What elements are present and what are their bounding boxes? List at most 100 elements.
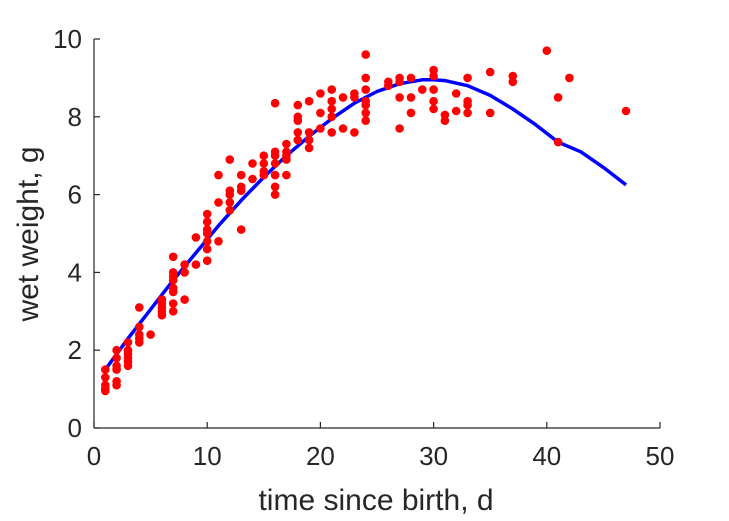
data-point: [259, 170, 269, 180]
data-point: [202, 209, 212, 219]
data-point: [270, 182, 280, 192]
x-tick-label: 0: [87, 441, 101, 471]
data-point: [338, 124, 348, 133]
data-point: [327, 112, 337, 122]
data-point: [112, 380, 121, 390]
axes: 0 10 20 30 40 50 0 2 4 6 8 10: [53, 24, 674, 471]
data-point: [429, 65, 438, 75]
data-point: [101, 365, 110, 374]
data-point: [248, 174, 257, 184]
y-tick-label: 8: [68, 102, 82, 132]
data-point: [248, 159, 257, 168]
data-point: [565, 73, 574, 83]
data-point: [451, 89, 461, 98]
data-point: [191, 233, 201, 242]
data-point: [101, 386, 110, 396]
data-point: [168, 299, 178, 308]
data-point: [112, 365, 121, 374]
data-point: [225, 155, 235, 164]
fit-curve-group: [103, 78, 628, 371]
data-point: [485, 67, 495, 77]
data-point: [463, 100, 472, 110]
data-point: [350, 93, 359, 102]
data-point: [395, 93, 404, 102]
data-point: [327, 104, 337, 114]
data-point: [168, 252, 178, 262]
data-point: [395, 124, 404, 133]
data-point: [327, 96, 337, 106]
data-point: [361, 100, 371, 110]
data-point: [191, 260, 201, 269]
data-point: [429, 85, 438, 94]
y-tick-label: 6: [68, 180, 82, 210]
y-axis-label: wet weight, g: [12, 146, 45, 322]
data-point: [168, 307, 178, 316]
data-point: [418, 85, 427, 94]
data-point: [293, 135, 303, 145]
data-point: [202, 256, 212, 266]
data-point: [406, 93, 416, 102]
data-point: [542, 46, 552, 55]
data-point: [406, 73, 416, 83]
data-point: [304, 135, 314, 145]
data-point: [168, 275, 178, 285]
data-point: [270, 190, 280, 199]
data-point: [214, 198, 223, 207]
data-point: [316, 89, 325, 98]
data-point: [123, 338, 133, 347]
data-point: [123, 361, 133, 371]
data-point: [259, 151, 269, 160]
data-point: [270, 98, 280, 108]
data-point: [180, 268, 189, 277]
data-point: [236, 186, 246, 195]
data-point: [225, 190, 235, 199]
data-point: [304, 96, 314, 106]
data-point: [293, 100, 303, 110]
data-point: [180, 260, 189, 269]
y-tick-label: 10: [53, 24, 82, 54]
data-point: [316, 124, 325, 133]
x-tick-label: 50: [646, 441, 675, 471]
data-point: [270, 170, 280, 180]
data-point: [112, 345, 121, 355]
data-point: [429, 96, 438, 106]
data-point: [553, 93, 563, 102]
data-point: [451, 106, 461, 116]
data-point: [282, 155, 291, 164]
x-tick-label: 40: [532, 441, 561, 471]
data-point: [621, 106, 631, 116]
data-point: [327, 85, 337, 94]
data-point: [214, 170, 223, 180]
data-point: [236, 225, 246, 234]
x-tick-label: 30: [419, 441, 448, 471]
scatter-points-group: [101, 46, 631, 396]
data-point: [157, 310, 167, 320]
data-point: [327, 128, 337, 137]
data-point: [225, 205, 235, 215]
x-tick-label: 20: [306, 441, 335, 471]
data-point: [180, 295, 189, 304]
data-point: [202, 229, 212, 238]
data-point: [135, 322, 144, 332]
data-point: [429, 71, 438, 81]
data-point: [350, 128, 359, 137]
data-point: [395, 77, 404, 87]
x-axis-label: time since birth, d: [258, 484, 493, 517]
data-point: [304, 143, 314, 153]
data-point: [304, 128, 314, 137]
data-point: [270, 151, 280, 160]
data-point: [214, 237, 223, 246]
fit-curve: [103, 78, 628, 371]
data-point: [508, 77, 518, 87]
data-point: [553, 137, 563, 147]
data-point: [236, 170, 246, 180]
data-point: [112, 353, 121, 363]
data-point: [406, 108, 416, 118]
data-point: [384, 81, 393, 90]
data-point: [168, 287, 178, 297]
data-point: [293, 116, 303, 125]
data-point: [225, 198, 235, 207]
y-tick-label: 4: [68, 257, 82, 287]
data-point: [202, 217, 212, 227]
data-point: [463, 73, 472, 83]
